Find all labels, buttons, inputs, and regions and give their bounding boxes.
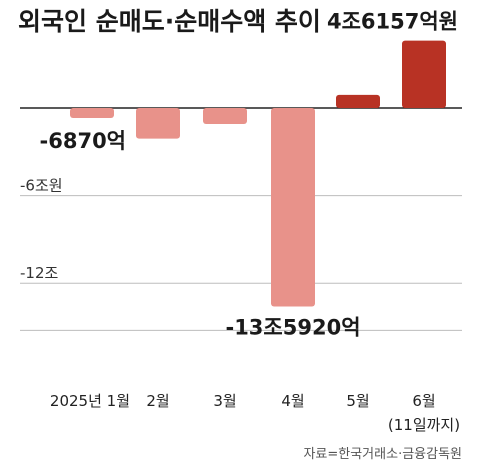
- x-label: 2월: [146, 392, 169, 410]
- data-label: -13조5920억: [225, 315, 360, 339]
- x-label: 5월: [346, 392, 369, 410]
- bar-3: [203, 108, 247, 125]
- bars: [70, 40, 446, 307]
- x-label: 6월: [412, 392, 435, 410]
- bar-6: [402, 40, 446, 108]
- bar-1: [70, 108, 114, 119]
- source-note: 자료=한국거래소·금융감독원: [303, 447, 462, 462]
- x-label-note: (11일까지): [388, 416, 460, 434]
- data-label: -6870억: [40, 129, 126, 153]
- data-labels: -6870억 -13조5920억 4조6157억원: [40, 10, 458, 340]
- bar-2: [136, 108, 180, 139]
- chart-title: 외국인 순매도·순매수액 추이: [18, 7, 321, 36]
- bar-5: [336, 94, 380, 108]
- x-label: 2025년 1월: [50, 392, 130, 410]
- bar-4: [271, 108, 315, 307]
- y-tick-labels: -6조원 -12조: [20, 177, 63, 283]
- data-label: 4조6157억원: [327, 10, 458, 34]
- x-axis-labels: 2025년 1월 2월 3월 4월 5월 6월 (11일까지): [50, 392, 460, 434]
- y-tick-label: -6조원: [20, 177, 63, 195]
- x-label: 4월: [281, 392, 304, 410]
- y-tick-label: -12조: [20, 264, 58, 282]
- x-label: 3월: [213, 392, 236, 410]
